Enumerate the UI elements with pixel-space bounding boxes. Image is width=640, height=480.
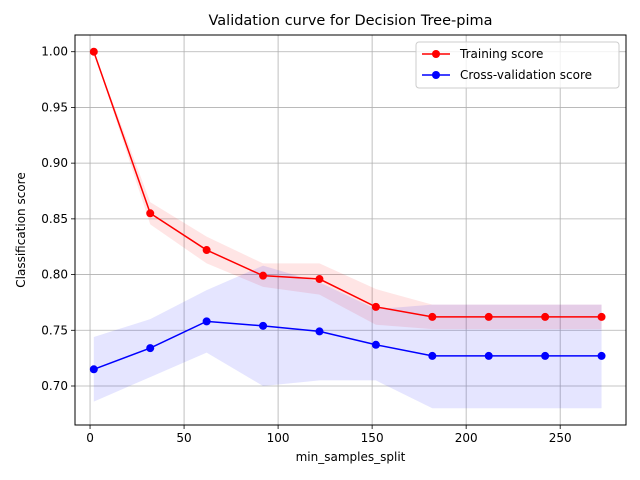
- legend-frame: [415, 41, 620, 89]
- y-tick-label: 0.85: [41, 212, 68, 226]
- x-tick-label: 50: [176, 431, 191, 445]
- chart-title: Validation curve for Decision Tree-pima: [208, 13, 492, 29]
- y-tick-label: 0.75: [41, 323, 68, 337]
- x-axis-label: min_samples_split: [296, 450, 406, 464]
- series-0-point: [541, 312, 550, 321]
- x-tick-label: 250: [549, 431, 572, 445]
- plot-area-frame: [74, 34, 627, 426]
- confidence-bands: [93, 51, 602, 409]
- y-tick-label: 0.90: [41, 156, 68, 170]
- series-1-point: [202, 317, 211, 326]
- y-tick-label: 0.95: [41, 100, 68, 114]
- series-points: [89, 47, 606, 374]
- y-tick-label: 0.80: [41, 268, 68, 282]
- series-0-point: [315, 275, 324, 284]
- x-tick-label: 100: [267, 431, 290, 445]
- series-0-point: [371, 302, 380, 311]
- series-1-point: [315, 327, 324, 336]
- series-1-point: [428, 351, 437, 360]
- series-0-point: [89, 47, 98, 56]
- series-0-point: [597, 312, 606, 321]
- x-axis-ticks: 0 50 100 150 200 250: [86, 425, 572, 445]
- y-tick-label: 0.70: [41, 379, 68, 393]
- series-1-point: [597, 351, 606, 360]
- series-1-point: [541, 351, 550, 360]
- legend: Training score Cross-validation score: [415, 41, 620, 89]
- y-axis-label: Classification score: [14, 172, 28, 287]
- series-1-band: [93, 265, 602, 409]
- x-tick-label: 0: [86, 431, 94, 445]
- y-axis-ticks: 0.70 0.75 0.80 0.85 0.90 0.95 1.00: [41, 45, 75, 393]
- x-tick-label: 200: [455, 431, 478, 445]
- series-1-point: [146, 344, 155, 353]
- x-tick-label: 150: [361, 431, 384, 445]
- series-0-point: [428, 312, 437, 321]
- series-0-point: [484, 312, 493, 321]
- y-tick-label: 1.00: [41, 45, 68, 59]
- series-0-line: [93, 51, 602, 318]
- series-0-point: [202, 246, 211, 255]
- legend-marker-0: [432, 50, 440, 58]
- series-0-point: [146, 209, 155, 218]
- legend-label-0: Training score: [459, 47, 543, 61]
- series-lines: [93, 51, 602, 370]
- legend-label-1: Cross-validation score: [460, 68, 592, 82]
- series-1-point: [371, 340, 380, 349]
- legend-marker-1: [432, 71, 440, 79]
- series-0-point: [259, 271, 268, 280]
- series-1-point: [89, 365, 98, 374]
- series-1-point: [259, 321, 268, 330]
- series-1-point: [484, 351, 493, 360]
- series-0-band: [93, 51, 602, 330]
- series-1-line: [93, 320, 602, 370]
